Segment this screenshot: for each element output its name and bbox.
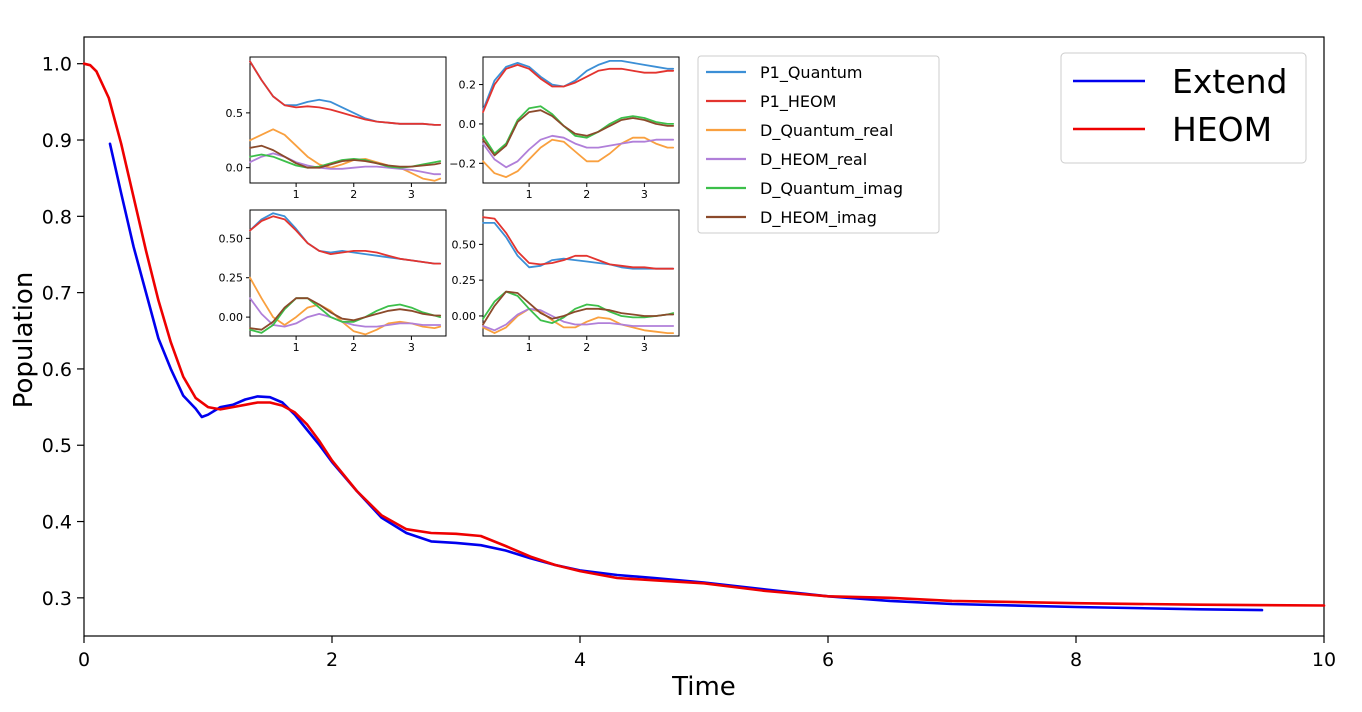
x-tick-label: 8 — [1070, 649, 1082, 671]
inset-series-p1_quantum — [482, 60, 675, 112]
inset-y-tick-label: 0.50 — [452, 238, 477, 251]
inset-legend-label: D_Quantum_real — [760, 121, 893, 141]
x-axis-label: Time — [671, 672, 736, 702]
inset-series-p1_heom — [482, 64, 675, 113]
main-series-group — [82, 62, 1326, 612]
inset-series-d_heom_real — [482, 307, 675, 332]
y-tick-label: 0.4 — [42, 512, 72, 534]
inset-x-tick-label: 3 — [408, 341, 415, 354]
inset-frame — [249, 56, 447, 184]
inset-series-d_heom_imag — [249, 297, 442, 331]
inset-legend-label: P1_HEOM — [760, 92, 836, 112]
inset-x-tick-label: 1 — [526, 188, 533, 201]
inset-series-p1_heom — [249, 215, 442, 265]
inset-series-p1_quantum — [482, 221, 675, 270]
inset-bottom-right: 1 2 3 0.00 0.25 0.50 — [452, 209, 680, 354]
inset-y-tick-label: 0.25 — [452, 274, 477, 287]
y-tick-label: 0.7 — [42, 283, 72, 305]
y-tick-label: 0.8 — [42, 206, 72, 228]
main-legend-label: Extend — [1172, 62, 1287, 101]
inset-top-right: 1 2 3 −0.2 0.0 0.2 — [449, 56, 680, 201]
inset-bottom-left: 1 2 3 0.00 0.25 0.50 — [219, 209, 447, 354]
inset-y-tick-label: 0.00 — [219, 311, 244, 324]
x-tick-label: 0 — [78, 649, 90, 671]
inset-frame — [249, 209, 447, 337]
y-tick-label: 1.0 — [42, 54, 72, 76]
inset-x-tick-label: 1 — [526, 341, 533, 354]
inset-x-tick-label: 1 — [293, 341, 300, 354]
inset-series-d_heom_imag — [482, 109, 675, 157]
inset-y-tick-label: 0.00 — [452, 310, 477, 323]
y-axis-label: Population — [9, 272, 39, 409]
inset-series-d_heom_imag — [482, 290, 675, 326]
inset-x-tick-label: 2 — [583, 188, 590, 201]
inset-series-d_heom_real — [249, 297, 442, 328]
inset-series-d_heom_real — [482, 134, 675, 169]
inset-y-tick-label: 0.2 — [459, 79, 477, 92]
inset-series-d_quantum_real — [482, 136, 675, 179]
inset-series-d_heom_imag — [249, 144, 442, 169]
inset-x-tick-label: 3 — [408, 188, 415, 201]
y-tick-label: 0.3 — [42, 588, 72, 610]
x-tick-label: 6 — [822, 649, 834, 671]
main-axes: 0 2 4 6 8 10 0.3 0.4 0.5 0.6 0.7 0.8 0.9 1.0 — [42, 54, 1336, 671]
main-legend-label: HEOM — [1172, 110, 1272, 149]
inset-x-tick-label: 2 — [583, 341, 590, 354]
inset-legend-label: D_HEOM_real — [760, 150, 867, 170]
inset-top-left: 1 2 3 0.0 0.5 — [226, 56, 447, 201]
inset-series-d_quantum_imag — [249, 297, 442, 334]
inset-legend-label: D_Quantum_imag — [760, 179, 903, 199]
inset-x-tick-label: 1 — [293, 188, 300, 201]
series-line-heom — [82, 62, 1326, 607]
inset-series-d_quantum_imag — [482, 290, 675, 325]
inset-group: 1 2 3 0.0 0.5 1 2 3 −0.2 0.0 0.2 1 2 3 0.00 0.25 0.50 1 2 3… — [219, 56, 680, 354]
inset-x-tick-label: 2 — [350, 188, 357, 201]
main-plot-frame — [83, 36, 1325, 637]
inset-y-tick-label: 0.0 — [226, 162, 244, 175]
main-legend: Extend HEOM — [1060, 52, 1307, 164]
y-tick-label: 0.6 — [42, 359, 72, 381]
x-tick-label: 10 — [1312, 649, 1336, 671]
inset-x-tick-label: 3 — [641, 188, 648, 201]
x-tick-label: 2 — [326, 649, 338, 671]
inset-y-tick-label: 0.25 — [219, 272, 244, 285]
inset-x-tick-label: 2 — [350, 341, 357, 354]
inset-series-d_quantum_real — [249, 128, 442, 182]
x-tick-label: 4 — [574, 649, 586, 671]
y-tick-label: 0.5 — [42, 435, 72, 457]
inset-legend-label: P1_Quantum — [760, 63, 863, 83]
inset-x-tick-label: 3 — [641, 341, 648, 354]
inset-series-p1_heom — [249, 60, 442, 126]
inset-y-tick-label: −0.2 — [449, 157, 476, 170]
inset-y-tick-label: 0.50 — [219, 232, 244, 245]
inset-legend-label: D_HEOM_imag — [760, 208, 877, 228]
inset-legend: P1_Quantum P1_HEOM D_Quantum_real D_HEOM_re… — [697, 55, 940, 234]
inset-series-p1_heom — [482, 216, 675, 270]
y-tick-label: 0.9 — [42, 130, 72, 152]
inset-y-tick-label: 0.0 — [459, 118, 477, 131]
inset-y-tick-label: 0.5 — [226, 107, 244, 120]
